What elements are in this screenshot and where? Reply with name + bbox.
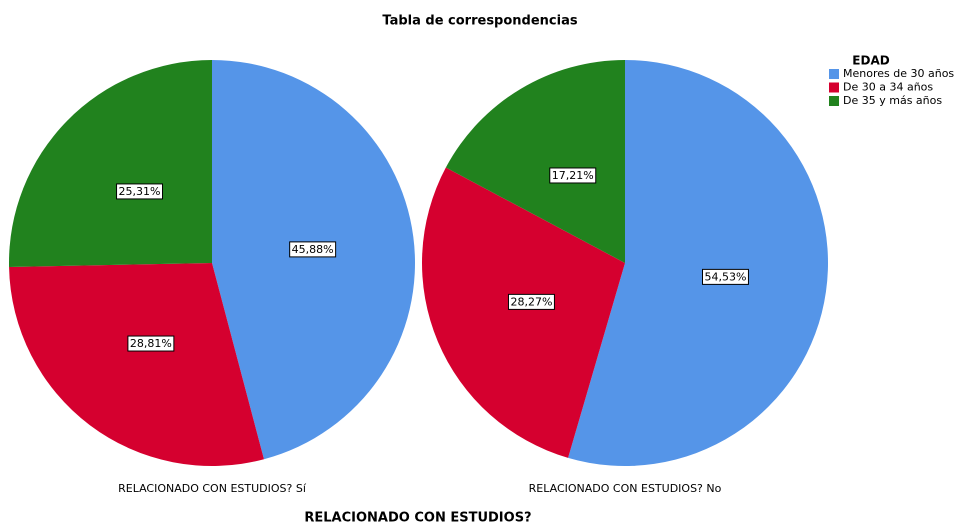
value-label: 25,31% <box>119 185 161 198</box>
pie-slice <box>445 60 625 263</box>
value-label-box <box>127 335 175 352</box>
value-label: 28,27% <box>510 295 552 308</box>
category-label: RELACIONADO CON ESTUDIOS? Sí <box>118 482 307 495</box>
legend-swatch <box>829 96 839 106</box>
value-label-box <box>701 268 749 285</box>
legend-label: Menores de 30 años <box>843 67 954 80</box>
value-label-box <box>549 167 597 184</box>
legend-swatch <box>829 69 839 79</box>
value-label: 45,88% <box>292 243 334 256</box>
x-axis-label: RELACIONADO CON ESTUDIOS? <box>304 511 531 526</box>
category-label: RELACIONADO CON ESTUDIOS? No <box>529 482 722 495</box>
value-label-box <box>116 183 164 200</box>
value-label-box <box>507 293 555 310</box>
value-label: 28,81% <box>130 337 172 350</box>
legend-title: EDAD <box>852 54 889 68</box>
pie-slice <box>568 60 829 466</box>
legend-swatch <box>829 82 839 93</box>
pie-slice <box>8 60 212 267</box>
value-label: 54,53% <box>704 270 746 283</box>
chart-title: Tabla de correspondencias <box>382 14 577 29</box>
legend-label: De 30 a 34 años <box>843 81 933 94</box>
pie-slice <box>9 263 264 466</box>
legend-label: De 35 y más años <box>843 94 942 107</box>
value-label-box <box>289 241 337 258</box>
pie-slice <box>212 60 415 460</box>
value-label: 17,21% <box>552 169 594 182</box>
pie-slice <box>421 167 625 458</box>
